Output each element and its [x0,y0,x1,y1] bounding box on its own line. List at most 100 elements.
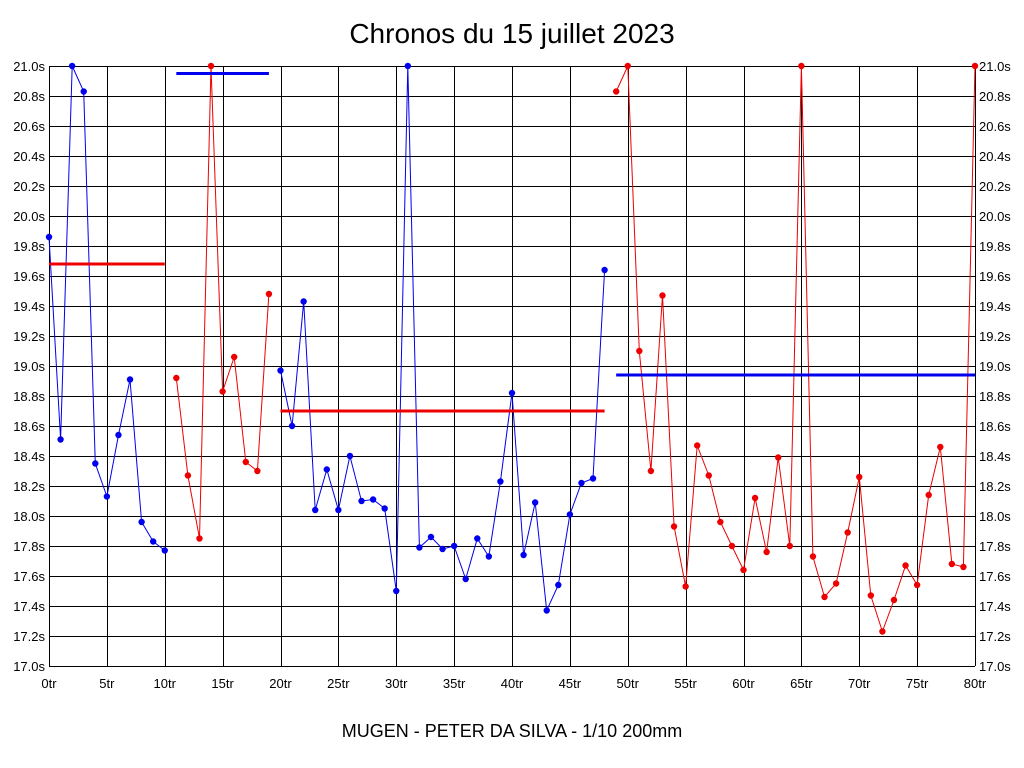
data-point [300,298,307,305]
data-point [439,545,446,553]
data-point [531,499,539,506]
data-point [381,505,388,512]
data-point [636,347,643,355]
y-tick-label-left: 17.8s [13,539,45,554]
data-point [393,587,400,595]
data-point [92,460,99,467]
y-tick-label-left: 20.6s [13,119,45,134]
data-point [103,493,111,500]
chart-title: Chronos du 15 juillet 2023 [349,18,675,49]
y-tick-label-left: 18.0s [13,509,45,524]
data-point [844,529,851,536]
y-tick-label-left: 17.0s [13,659,45,674]
data-point [578,479,585,487]
y-tick-label-right: 18.4s [979,449,1011,464]
x-tick-label: 10tr [154,676,177,691]
y-tick-label-right: 20.2s [979,179,1011,194]
series-1 [45,62,168,554]
x-tick-label: 50tr [617,676,640,691]
y-tick-label-right: 19.2s [979,329,1011,344]
grid-lines [49,66,976,667]
data-point [335,506,342,514]
y-tick-label-right: 17.2s [979,629,1011,644]
data-point [763,548,770,556]
y-tick-label-left: 18.2s [13,479,45,494]
data-point [323,466,330,473]
y-tick-label-right: 19.8s [979,239,1011,254]
y-tick-label-right: 17.8s [979,539,1011,554]
y-tick-label-left: 17.4s [13,599,45,614]
y-tick-label-right: 20.6s [979,119,1011,134]
data-point [751,494,759,502]
series-4 [612,62,979,635]
data-point [265,290,273,298]
data-series [45,62,979,635]
x-tick-label: 25tr [327,676,350,691]
data-point [80,88,87,95]
y-tick-labels-right: 17.0s 17.2s 17.4s 17.6s 17.8s 18.0s 18.2s 18.4s… [979,59,1011,674]
data-point [728,542,736,550]
y-tick-label-right: 19.6s [979,269,1011,284]
x-tick-label: 5tr [99,676,115,691]
data-point [474,535,481,542]
data-point [207,62,215,70]
data-point [612,88,620,95]
data-point [821,593,828,601]
series-2 [173,62,273,542]
data-point [832,580,840,587]
data-point [508,389,516,397]
data-point [543,607,550,614]
average-lines [49,72,975,413]
y-tick-label-left: 17.6s [13,569,45,584]
data-point [149,538,157,545]
data-point [45,233,53,241]
data-point [705,472,712,479]
data-point [219,388,226,395]
x-tick-label: 30tr [385,676,408,691]
data-point [161,547,168,554]
data-point [809,553,817,560]
y-tick-label-left: 18.8s [13,389,45,404]
x-tick-label: 75tr [906,676,929,691]
x-tick-label: 0tr [41,676,57,691]
series-line [48,65,166,551]
series-line [615,65,976,634]
series-line [280,65,606,613]
y-tick-label-right: 20.8s [979,89,1011,104]
y-tick-label-right: 18.2s [979,479,1011,494]
data-point [682,583,689,590]
x-tick-label: 20tr [269,676,292,691]
data-point [358,497,365,505]
data-point [68,62,76,70]
data-point [462,575,469,583]
data-point [913,581,921,589]
data-point [138,518,145,526]
x-tick-label: 45tr [559,676,582,691]
data-point [775,454,782,461]
y-tick-label-left: 20.4s [13,149,45,164]
x-tick-labels: 0tr 5tr 10tr 15tr 20tr 25tr 30tr 35tr 40tr 45tr 50… [41,676,986,691]
data-point [937,443,944,451]
y-tick-label-left: 20.8s [13,89,45,104]
data-point [589,475,597,482]
y-tick-label-left: 19.0s [13,359,45,374]
data-point [497,478,504,485]
data-point [971,62,979,70]
x-tick-label: 65tr [790,676,813,691]
data-point [346,452,354,460]
data-point [254,467,261,475]
data-point [231,353,238,361]
x-tick-label: 35tr [443,676,466,691]
x-tick-label: 70tr [848,676,871,691]
y-tick-label-right: 18.6s [979,419,1011,434]
data-point [242,458,249,466]
data-point [520,551,527,559]
data-point [717,518,724,526]
y-tick-label-left: 19.4s [13,299,45,314]
data-point [416,544,423,551]
y-tick-label-right: 17.4s [979,599,1011,614]
data-point [856,473,863,481]
y-tick-label-left: 20.0s [13,209,45,224]
data-point [450,542,458,550]
